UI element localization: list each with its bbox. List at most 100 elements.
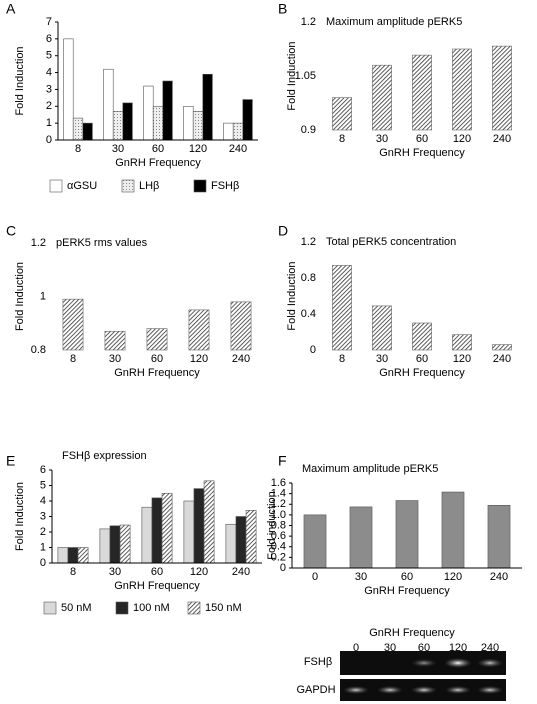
y-tick-label: 0.2	[271, 551, 286, 563]
legend-label: FSHβ	[211, 180, 239, 192]
y-tick-label: 0	[40, 557, 46, 569]
chart-title: Total pERK5 concentration	[326, 236, 456, 248]
x-tick-label: 240	[490, 571, 508, 583]
x-tick-label: 30	[109, 353, 121, 365]
bar	[109, 525, 121, 564]
legend-label: αGSU	[67, 180, 97, 192]
gel-band	[445, 686, 471, 694]
y-axis-label: Fold Induction	[14, 482, 26, 551]
y-tick-label: 4	[46, 66, 52, 78]
y-tick-label: 1.4	[271, 488, 286, 500]
y-tick-label: 0.8	[31, 344, 46, 356]
x-tick-label: 60	[416, 353, 428, 365]
gel-blot: GnRH Frequency 0 30 60 120 240 FSHβ GAPD…	[296, 627, 506, 701]
bar	[412, 54, 432, 131]
panel-letter: F	[278, 453, 287, 469]
bar	[232, 122, 244, 141]
gel-row-label: FSHβ	[304, 656, 332, 668]
legend-swatch	[43, 601, 57, 615]
y-tick-label: 5	[40, 479, 46, 491]
gel-lane-label: 0	[353, 642, 359, 654]
x-tick-label: 120	[189, 143, 207, 155]
x-tick-label: 120	[190, 566, 208, 578]
gel-row-label: GAPDH	[296, 684, 335, 696]
bar	[395, 500, 419, 569]
bar	[103, 68, 114, 141]
x-tick-label: 60	[151, 353, 163, 365]
y-tick-label: 0	[310, 344, 316, 356]
x-tick-label: 120	[453, 133, 471, 145]
legend-swatch	[121, 179, 135, 193]
bar	[245, 509, 257, 564]
bar	[183, 500, 195, 564]
y-tick-label: 1.2	[301, 16, 316, 28]
y-tick-label: 0	[46, 134, 52, 146]
legend-swatch	[187, 601, 201, 615]
y-tick-label: 4	[40, 495, 46, 507]
gel-band	[411, 659, 437, 667]
legend-swatch	[193, 179, 207, 193]
gel-band	[444, 658, 472, 668]
bar	[332, 265, 352, 351]
bar	[82, 122, 93, 141]
bar	[303, 514, 327, 569]
legend-label: 100 nM	[133, 602, 170, 614]
y-tick-label: 1.0	[271, 509, 286, 521]
chart-title: pERK5 rms values	[56, 237, 148, 249]
x-axis-label: GnRH Frequency	[379, 147, 465, 159]
x-tick-label: 60	[152, 143, 164, 155]
bar	[152, 105, 164, 141]
x-tick-label: 8	[70, 353, 76, 365]
x-tick-label: 120	[444, 571, 462, 583]
y-tick-label: 0.6	[271, 530, 286, 542]
bar	[492, 344, 512, 351]
bar	[223, 122, 234, 141]
y-tick-label: 1	[40, 541, 46, 553]
bar	[452, 334, 472, 351]
x-tick-label: 8	[70, 566, 76, 578]
x-tick-label: 240	[493, 133, 511, 145]
bar	[141, 506, 153, 564]
y-tick-label: 1.6	[271, 477, 286, 489]
x-tick-label: 120	[190, 353, 208, 365]
y-tick-label: 1	[46, 117, 52, 129]
y-tick-label: 1.05	[295, 70, 316, 82]
bar	[151, 497, 163, 564]
x-axis-label: GnRH Frequency	[114, 367, 200, 379]
bar	[332, 97, 352, 131]
bar	[119, 524, 131, 564]
bar	[372, 305, 392, 351]
legend-swatch	[49, 179, 63, 193]
x-axis-label: GnRH Frequency	[115, 157, 201, 169]
y-tick-label: 7	[46, 16, 52, 28]
gel-band	[377, 686, 403, 694]
bar	[412, 322, 432, 351]
x-tick-label: 120	[453, 353, 471, 365]
panel-letter: E	[6, 453, 15, 469]
x-tick-label: 240	[229, 143, 247, 155]
y-tick-label: 0.8	[301, 272, 316, 284]
gel-lane-label: 120	[449, 642, 467, 654]
bar	[143, 85, 154, 141]
x-tick-label: 60	[401, 571, 413, 583]
bar	[99, 528, 111, 564]
panel-letter: A	[6, 1, 16, 17]
x-tick-label: 0	[312, 571, 318, 583]
bar	[72, 117, 84, 141]
gel-band	[477, 658, 503, 668]
bar	[183, 105, 194, 141]
bar	[67, 547, 79, 564]
x-tick-label: 30	[112, 143, 124, 155]
y-tick-label: 1.2	[301, 236, 316, 248]
x-tick-label: 240	[232, 566, 250, 578]
y-tick-label: 3	[46, 83, 52, 95]
chart-title: FSHβ expression	[62, 450, 147, 462]
bar	[203, 480, 215, 564]
y-axis-label: Fold induction	[266, 491, 278, 560]
bar	[242, 99, 253, 141]
y-axis-label: Fold Induction	[286, 41, 298, 110]
bar	[77, 547, 89, 564]
x-axis-label: GnRH Frequency	[379, 367, 465, 379]
bar	[122, 102, 133, 141]
